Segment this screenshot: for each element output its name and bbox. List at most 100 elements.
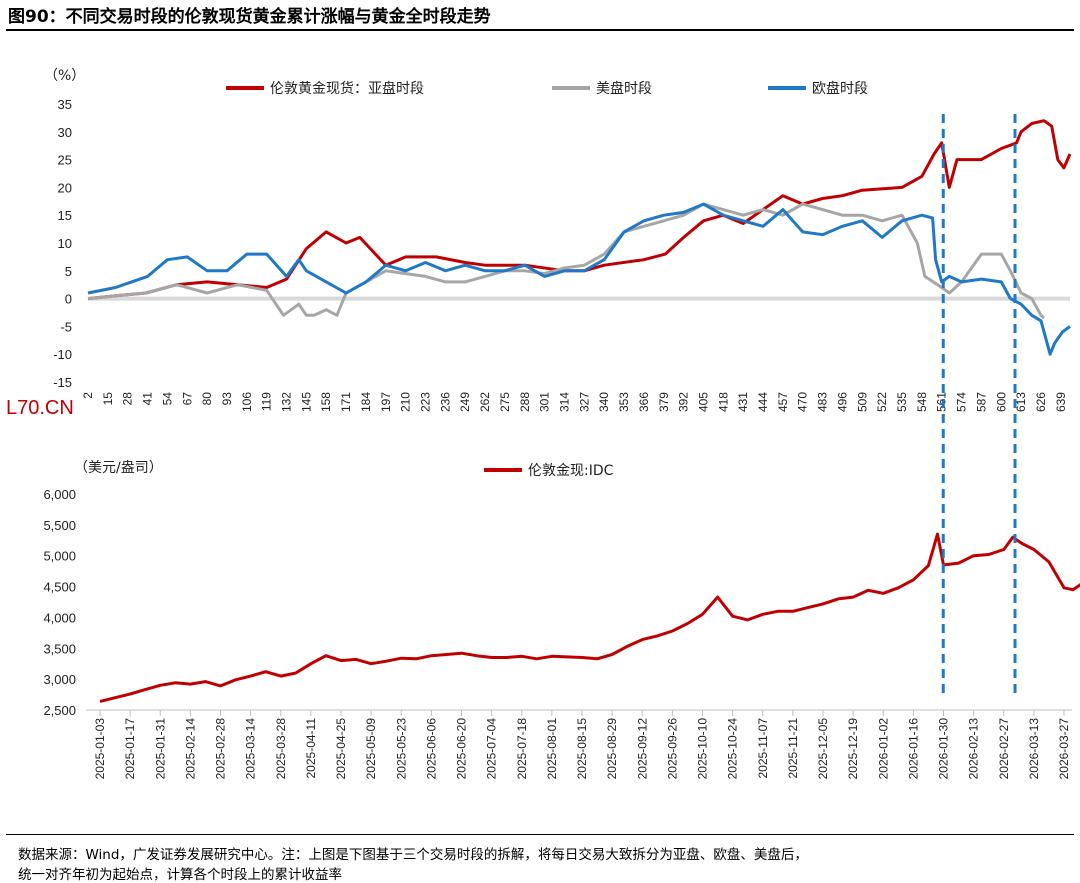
top-x-tick-label: 561	[935, 392, 949, 412]
top-x-tick-label: 548	[915, 392, 929, 412]
title-divider	[6, 29, 1074, 31]
bottom-legend: 伦敦金现:IDC	[484, 463, 614, 479]
bottom-x-tick-label: 2025-12-19	[846, 718, 860, 780]
bottom-y-tick-label: 4,000	[43, 610, 76, 625]
top-x-tick-label: 626	[1034, 392, 1048, 412]
top-x-tick-label: 431	[736, 392, 750, 412]
top-x-tick-label: 158	[319, 392, 333, 412]
bottom-x-tick-label: 2025-08-01	[545, 718, 559, 780]
top-x-tick-label: 184	[359, 392, 373, 412]
bottom-x-tick-label: 2025-10-24	[726, 718, 740, 780]
bottom-y-tick-label: 5,500	[43, 518, 76, 533]
top-x-tick-label: 522	[875, 392, 889, 412]
watermark: L70.CN	[6, 397, 74, 419]
bottom-x-tick-label: 2025-01-31	[153, 718, 167, 780]
top-x-tick-label: 210	[399, 392, 413, 412]
top-x-tick-label: 600	[994, 392, 1008, 412]
top-x-tick-label: 366	[637, 392, 651, 412]
bottom-y-tick-label: 3,500	[43, 641, 76, 656]
top-x-tick-label: 327	[577, 392, 591, 412]
bottom-x-tick-label: 2025-03-28	[274, 718, 288, 780]
top-x-tick-label: 379	[657, 392, 671, 412]
top-x-tick-label: 574	[955, 392, 969, 412]
top-x-tick-label: 301	[538, 392, 552, 412]
top-x-tick-label: 405	[696, 392, 710, 412]
bottom-y-tick-label: 3,000	[43, 672, 76, 687]
bottom-x-tick-label: 2025-02-28	[214, 718, 228, 780]
bottom-x-tick-label: 2025-08-15	[575, 718, 589, 780]
series-line-eu	[87, 202, 1071, 356]
top-x-tick-label: 223	[419, 392, 433, 412]
bottom-x-tick-label: 2025-11-21	[786, 718, 800, 779]
legend-label-us: 美盘时段	[596, 80, 652, 97]
top-x-tick-label: 197	[379, 392, 393, 412]
bottom-x-tick-label: 2025-04-11	[304, 718, 318, 779]
top-x-tick-label: 353	[617, 392, 631, 412]
top-unit-label: （%）	[44, 68, 85, 84]
top-x-tick-label: 418	[716, 392, 730, 412]
page-title: 图90：不同交易时段的伦敦现货黄金累计涨幅与黄金全时段走势	[8, 7, 491, 27]
bottom-y-tick-label: 4,500	[43, 580, 76, 595]
top-y-tick-label: -15	[53, 375, 72, 390]
bottom-x-tick-label: 2025-11-07	[756, 718, 770, 779]
bottom-x-tick-label: 2025-01-03	[93, 718, 107, 780]
top-x-tick-label: 145	[299, 392, 313, 412]
bottom-x-tick-label: 2026-02-27	[997, 718, 1011, 780]
top-y-tick-label: 5	[65, 264, 72, 279]
top-y-tick-label: 35	[58, 97, 72, 112]
bottom-x-tick-label: 2026-01-30	[937, 718, 951, 780]
bottom-y-tick-label: 5,000	[43, 549, 76, 564]
top-x-tick-label: 509	[855, 392, 869, 412]
bottom-x-tick-label: 2025-05-23	[394, 718, 408, 780]
series-line-us	[87, 202, 1046, 320]
top-x-tick-label: 171	[339, 392, 353, 412]
series-line-asia	[87, 119, 1072, 301]
bottom-x-tick-label: 2025-03-14	[244, 718, 258, 780]
chart-canvas: （%） 伦敦黄金现货：亚盘时段 美盘时段 欧盘时段 35302520151050…	[43, 68, 1080, 779]
top-x-tick-label: 236	[438, 392, 452, 412]
bottom-y-tick-label: 6,000	[43, 487, 76, 502]
top-x-tick-label: 15	[101, 392, 115, 406]
bottom-chart: （美元/盎司） 伦敦金现:IDC 6,000 5,500 5,000 4,500 4,0…	[43, 460, 1080, 779]
top-y-tick-label: -5	[60, 319, 72, 334]
top-y-tick-label: 0	[65, 292, 72, 307]
top-x-tick-label: 613	[1014, 392, 1028, 412]
source-note-line2: 统一对齐年初为起始点，计算各个时段上的累计收益率	[18, 867, 342, 883]
bottom-x-tick-label: 2025-09-12	[635, 718, 649, 780]
bottom-x-tick-label: 2025-01-17	[123, 718, 137, 780]
legend-label-asia: 伦敦黄金现货：亚盘时段	[270, 80, 424, 97]
top-y-tick-label: 25	[58, 153, 72, 168]
top-x-tick-label: 275	[498, 392, 512, 412]
bottom-x-tick-label: 2026-03-27	[1057, 718, 1071, 780]
bottom-x-tick-label: 2025-04-25	[334, 718, 348, 780]
bottom-x-tick-label: 2026-03-13	[1027, 718, 1041, 780]
top-x-tick-label: 288	[518, 392, 532, 412]
top-x-tick-label: 28	[121, 392, 135, 406]
source-note-line1: 数据来源：Wind，广发证券发展研究中心。注：上图是下图基于三个交易时段的拆解，…	[18, 847, 808, 863]
top-x-tick-label: 639	[1054, 392, 1068, 412]
top-y-tick-label: -10	[53, 347, 72, 362]
bottom-x-tick-label: 2025-07-04	[485, 718, 499, 780]
top-legend: 伦敦黄金现货：亚盘时段 美盘时段 欧盘时段	[226, 80, 868, 97]
top-y-tick-label: 15	[58, 208, 72, 223]
top-x-tick-label: 2	[81, 392, 95, 399]
bottom-x-tick-label: 2025-07-18	[515, 718, 529, 780]
bottom-x-tick-label: 2025-06-06	[424, 718, 438, 780]
bottom-y-tick-label: 2,500	[43, 703, 76, 718]
bottom-x-tick-label: 2025-06-20	[455, 718, 469, 780]
top-y-tick-label: 30	[58, 125, 72, 140]
top-x-tick-label: 496	[835, 392, 849, 412]
top-x-tick-label: 67	[180, 392, 194, 406]
legend-label-eu: 欧盘时段	[812, 80, 868, 97]
bottom-x-tick-label: 2026-01-02	[876, 718, 890, 780]
series-line-spot	[99, 532, 1080, 703]
top-x-tick-label: 80	[200, 392, 214, 406]
bottom-unit-label: （美元/盎司）	[74, 460, 163, 476]
bottom-x-tick-label: 2026-02-13	[967, 718, 981, 780]
top-x-tick-label: 119	[260, 392, 274, 411]
top-x-tick-label: 132	[280, 392, 294, 412]
top-x-tick-label: 314	[557, 392, 571, 412]
footer-divider	[6, 834, 1074, 835]
bottom-x-tick-label: 2025-08-29	[605, 718, 619, 780]
top-x-tick-label: 54	[160, 392, 174, 406]
